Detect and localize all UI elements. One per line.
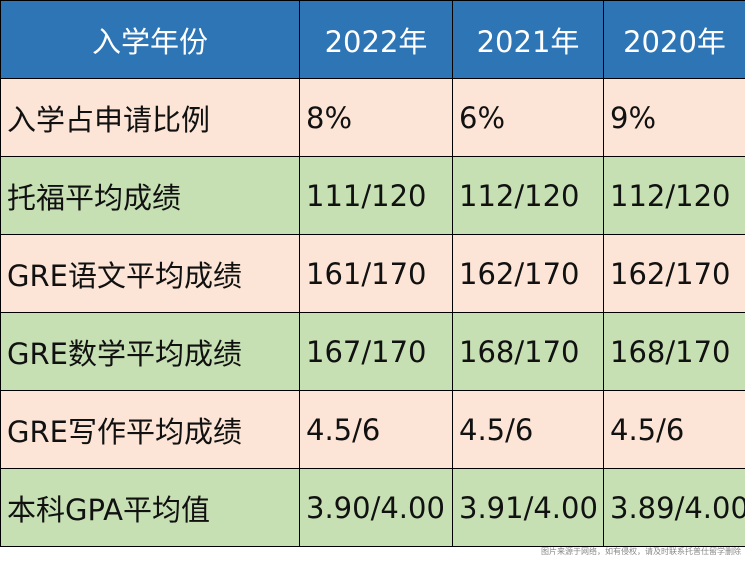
header-cell: 2022年	[299, 0, 453, 79]
row-label: GRE写作平均成绩	[0, 390, 300, 469]
table-row: 入学占申请比例 8% 6% 9%	[0, 78, 745, 157]
table-row: GRE写作平均成绩 4.5/6 4.5/6 4.5/6	[0, 390, 745, 469]
watermark: 图片来源于网络，如有侵权，请及时联系托普仕留学删除	[541, 547, 741, 556]
data-cell: 4.5/6	[603, 390, 745, 469]
data-cell: 161/170	[299, 234, 453, 313]
header-cell: 2020年	[603, 0, 745, 79]
data-cell: 6%	[452, 78, 604, 157]
data-cell: 111/120	[299, 156, 453, 235]
header-row: 入学年份 2022年 2021年 2020年	[0, 0, 745, 79]
data-cell: 9%	[603, 78, 745, 157]
data-table: 入学年份 2022年 2021年 2020年 入学占申请比例 8% 6% 9% 托福平均成绩 1…	[0, 0, 745, 547]
data-cell: 8%	[299, 78, 453, 157]
data-cell: 167/170	[299, 312, 453, 391]
data-cell: 168/170	[603, 312, 745, 391]
data-cell: 112/120	[603, 156, 745, 235]
row-label: GRE数学平均成绩	[0, 312, 300, 391]
table-row: GRE数学平均成绩 167/170 168/170 168/170	[0, 312, 745, 391]
data-cell: 4.5/6	[452, 390, 604, 469]
header-cell: 入学年份	[0, 0, 300, 79]
table-row: 本科GPA平均值 3.90/4.00 3.91/4.00 3.89/4.00	[0, 468, 745, 547]
data-cell: 3.90/4.00	[299, 468, 453, 547]
row-label: 本科GPA平均值	[0, 468, 300, 547]
data-cell: 162/170	[603, 234, 745, 313]
data-cell: 162/170	[452, 234, 604, 313]
header-cell: 2021年	[452, 0, 604, 79]
data-cell: 3.89/4.00	[603, 468, 745, 547]
data-cell: 3.91/4.00	[452, 468, 604, 547]
row-label: 托福平均成绩	[0, 156, 300, 235]
table-row: GRE语文平均成绩 161/170 162/170 162/170	[0, 234, 745, 313]
data-cell: 168/170	[452, 312, 604, 391]
data-cell: 4.5/6	[299, 390, 453, 469]
data-cell: 112/120	[452, 156, 604, 235]
table-row: 托福平均成绩 111/120 112/120 112/120	[0, 156, 745, 235]
row-label: GRE语文平均成绩	[0, 234, 300, 313]
row-label: 入学占申请比例	[0, 78, 300, 157]
